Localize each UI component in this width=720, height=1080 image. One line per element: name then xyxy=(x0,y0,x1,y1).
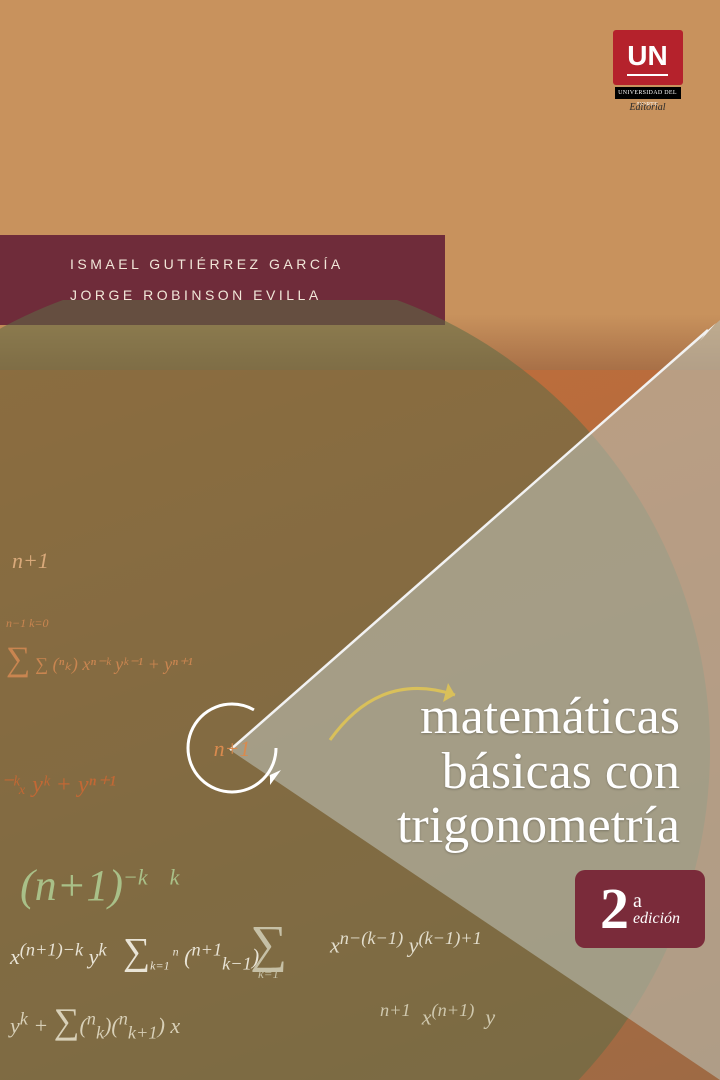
formula-4: (n+1)−k k xyxy=(20,860,179,911)
author-band: ISMAEL GUTIÉRREZ GARCÍA JORGE ROBINSON E… xyxy=(0,235,445,325)
publisher-mark: UN xyxy=(627,40,667,76)
formula-8: n+1 x(n+1) y xyxy=(380,1000,495,1030)
formula-6: xn−(k−1) y(k−1)+1 xyxy=(330,928,482,958)
publisher-name: UNIVERSIDAD DEL NORTE xyxy=(615,87,681,99)
edition-badge: 2 a edición xyxy=(575,870,705,948)
formula-5: x(n+1)−k yk ∑k=1 n (n+1k−1) xyxy=(10,930,259,974)
author-1: ISMAEL GUTIÉRREZ GARCÍA xyxy=(70,249,445,280)
publisher-logo: UN UNIVERSIDAD DEL NORTE Editorial xyxy=(605,30,690,113)
publisher-imprint: Editorial xyxy=(605,102,690,113)
formula-1: n+1 xyxy=(12,548,49,574)
edition-ordinal: a xyxy=(633,891,680,911)
formula-sigma-big: ∑ k=1 xyxy=(250,915,287,982)
author-2: JORGE ROBINSON EVILLA xyxy=(70,280,445,311)
book-cover: UN UNIVERSIDAD DEL NORTE Editorial ISMAE… xyxy=(0,0,720,1080)
title-line-2: básicas con xyxy=(397,745,680,800)
formula-2: n−1 k=0 ∑ ∑ (ⁿₖ) xⁿ⁻ᵏ yᵏ⁻¹ + yⁿ⁺¹ xyxy=(6,616,193,679)
formula-3: ⁻ᵏₓ yᵏ + yⁿ⁺¹ xyxy=(0,770,116,799)
book-title: matemáticas básicas con trigonometría xyxy=(397,690,680,854)
title-line-1: matemáticas xyxy=(397,690,680,745)
edition-number: 2 xyxy=(600,880,629,938)
title-line-3: trigonometría xyxy=(397,799,680,854)
edition-label: edición xyxy=(633,911,680,927)
formula-7: yk + ∑(nk)(nk+1) x xyxy=(10,1000,180,1043)
